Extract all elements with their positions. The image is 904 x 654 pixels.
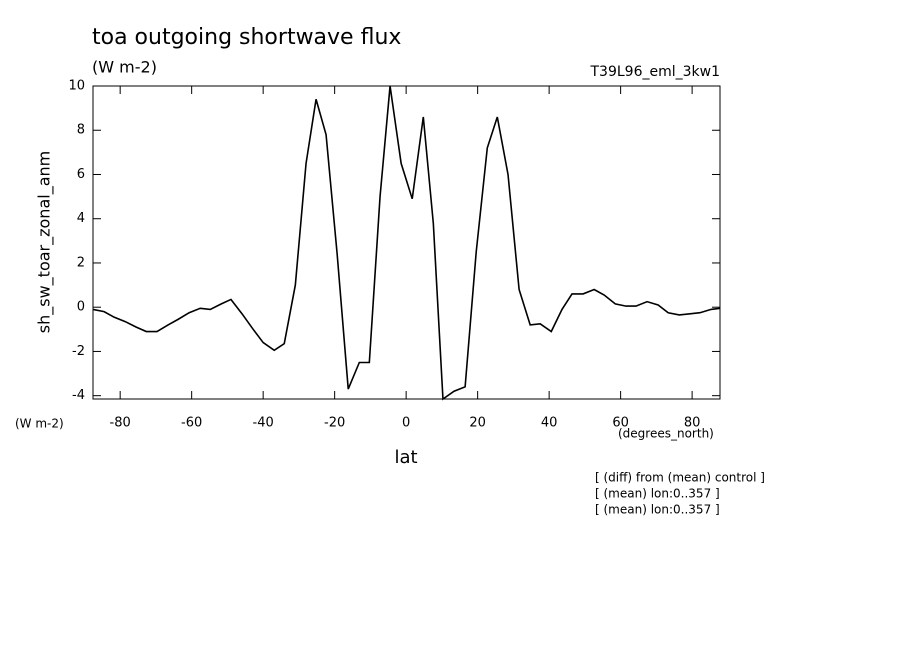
x-tick-label: 80 [684,416,701,431]
note: [ (mean) lon:0..357 ] [595,503,720,517]
plot-frame [92,85,721,400]
x-tick-label: 0 [402,416,410,431]
x-tick-label: 40 [541,416,558,431]
y-tick-label: 4 [77,211,85,226]
y-axis-label: sh_sw_toar_zonal_anm [35,151,55,333]
x-tick-label: -20 [324,416,345,431]
y-tick-label: 0 [77,300,85,315]
note: [ (diff) from (mean) control ] [595,471,765,485]
y-tick-label: 2 [77,255,85,270]
x-tick-label: 20 [469,416,486,431]
y-tick-label: 8 [77,123,85,138]
y-tick-label: -4 [72,388,85,403]
x-tick-label: -60 [181,416,202,431]
note: [ (mean) lon:0..357 ] [595,487,720,501]
y-tick-label: 6 [77,167,85,182]
data-line [92,85,721,401]
run-label: T39L96_eml_3kw1 [590,64,721,80]
x-tick-label: 60 [612,416,629,431]
x-tick-label: -80 [110,416,131,431]
chart-title: toa outgoing shortwave flux [92,25,401,50]
y-tick-label: -2 [72,344,85,359]
x-axis-label: lat [394,447,417,468]
chart-subtitle: (W m-2) [92,58,157,77]
y-tick-label: 10 [68,79,85,94]
x-tick-label: -40 [253,416,274,431]
y-units: (W m-2) [15,417,64,431]
x-units: (degrees_north) [618,427,714,441]
